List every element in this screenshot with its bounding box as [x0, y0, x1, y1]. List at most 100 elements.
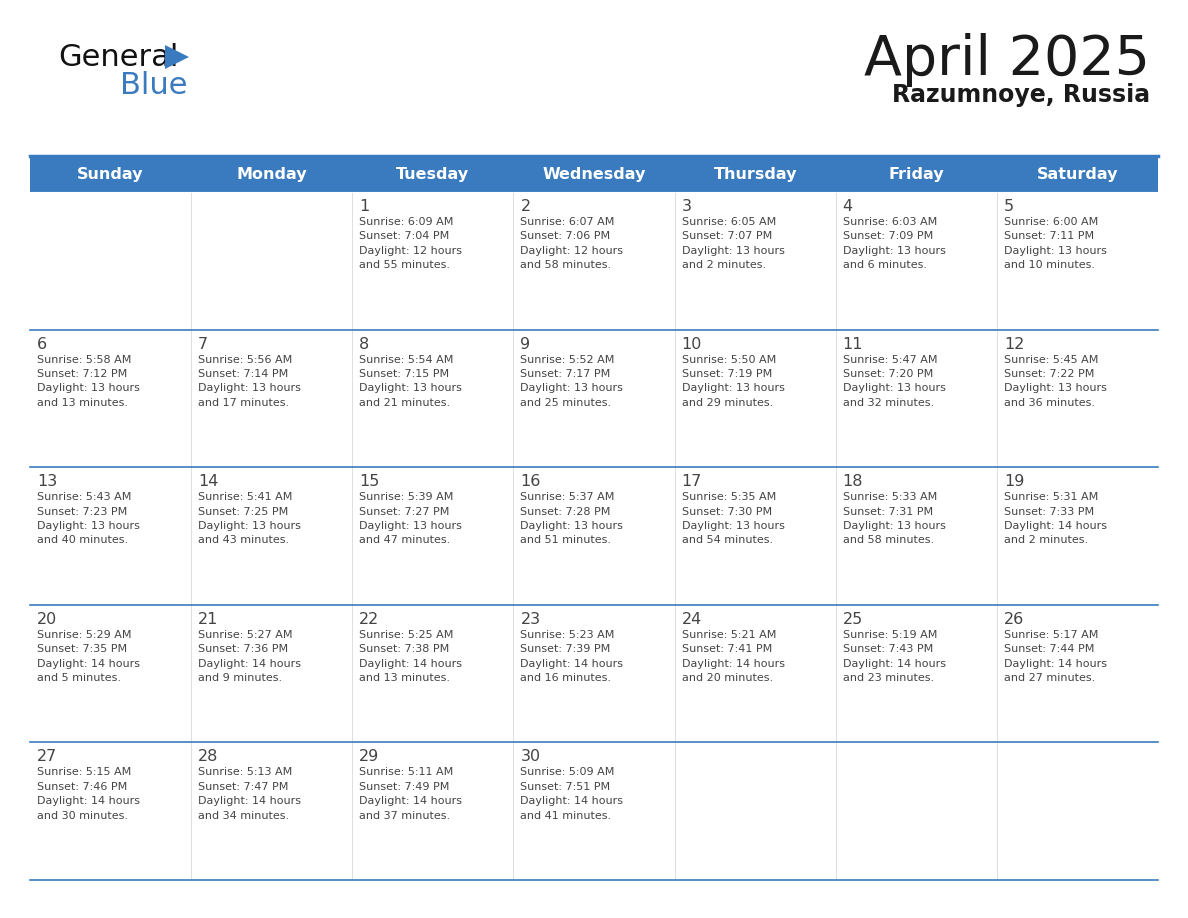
Text: Sunrise: 5:21 AM
Sunset: 7:41 PM
Daylight: 14 hours
and 20 minutes.: Sunrise: 5:21 AM Sunset: 7:41 PM Dayligh… [682, 630, 784, 683]
Text: 8: 8 [359, 337, 369, 352]
Text: 18: 18 [842, 475, 864, 489]
Text: Sunrise: 5:25 AM
Sunset: 7:38 PM
Daylight: 14 hours
and 13 minutes.: Sunrise: 5:25 AM Sunset: 7:38 PM Dayligh… [359, 630, 462, 683]
Text: 25: 25 [842, 611, 862, 627]
Bar [675, 330, 835, 467]
Text: 23: 23 [520, 611, 541, 627]
Bar [675, 743, 835, 880]
Text: Sunrise: 5:11 AM
Sunset: 7:49 PM
Daylight: 14 hours
and 37 minutes.: Sunrise: 5:11 AM Sunset: 7:49 PM Dayligh… [359, 767, 462, 821]
Bar [997, 156, 1158, 192]
Bar [191, 330, 353, 467]
Text: Tuesday: Tuesday [397, 166, 469, 182]
Text: Sunrise: 5:56 AM
Sunset: 7:14 PM
Daylight: 13 hours
and 17 minutes.: Sunrise: 5:56 AM Sunset: 7:14 PM Dayligh… [198, 354, 301, 408]
Bar [513, 156, 675, 192]
Bar [513, 467, 675, 605]
Bar [353, 192, 513, 330]
Text: Sunrise: 5:52 AM
Sunset: 7:17 PM
Daylight: 13 hours
and 25 minutes.: Sunrise: 5:52 AM Sunset: 7:17 PM Dayligh… [520, 354, 624, 408]
Text: 30: 30 [520, 749, 541, 765]
Bar [30, 330, 191, 467]
Text: 2: 2 [520, 199, 531, 214]
Text: Sunrise: 5:23 AM
Sunset: 7:39 PM
Daylight: 14 hours
and 16 minutes.: Sunrise: 5:23 AM Sunset: 7:39 PM Dayligh… [520, 630, 624, 683]
Text: 22: 22 [359, 611, 379, 627]
Text: Sunrise: 5:15 AM
Sunset: 7:46 PM
Daylight: 14 hours
and 30 minutes.: Sunrise: 5:15 AM Sunset: 7:46 PM Dayligh… [37, 767, 140, 821]
Bar [513, 605, 675, 743]
Text: Sunrise: 5:37 AM
Sunset: 7:28 PM
Daylight: 13 hours
and 51 minutes.: Sunrise: 5:37 AM Sunset: 7:28 PM Dayligh… [520, 492, 624, 545]
Text: General: General [58, 43, 178, 72]
Text: Monday: Monday [236, 166, 307, 182]
Text: 14: 14 [198, 475, 219, 489]
Text: Thursday: Thursday [713, 166, 797, 182]
Bar [30, 605, 191, 743]
Text: 1: 1 [359, 199, 369, 214]
Text: 5: 5 [1004, 199, 1015, 214]
Text: Sunrise: 5:43 AM
Sunset: 7:23 PM
Daylight: 13 hours
and 40 minutes.: Sunrise: 5:43 AM Sunset: 7:23 PM Dayligh… [37, 492, 140, 545]
Bar [835, 605, 997, 743]
Text: 6: 6 [37, 337, 48, 352]
Bar [513, 330, 675, 467]
Bar [835, 330, 997, 467]
Text: 4: 4 [842, 199, 853, 214]
Text: 28: 28 [198, 749, 219, 765]
Bar [191, 156, 353, 192]
Text: 9: 9 [520, 337, 531, 352]
Bar [835, 467, 997, 605]
Text: Sunrise: 6:07 AM
Sunset: 7:06 PM
Daylight: 12 hours
and 58 minutes.: Sunrise: 6:07 AM Sunset: 7:06 PM Dayligh… [520, 217, 624, 270]
Text: Sunrise: 5:17 AM
Sunset: 7:44 PM
Daylight: 14 hours
and 27 minutes.: Sunrise: 5:17 AM Sunset: 7:44 PM Dayligh… [1004, 630, 1107, 683]
Bar [997, 467, 1158, 605]
Text: 10: 10 [682, 337, 702, 352]
Bar [997, 605, 1158, 743]
Text: Friday: Friday [889, 166, 944, 182]
Text: Sunrise: 5:58 AM
Sunset: 7:12 PM
Daylight: 13 hours
and 13 minutes.: Sunrise: 5:58 AM Sunset: 7:12 PM Dayligh… [37, 354, 140, 408]
Bar [353, 743, 513, 880]
Bar [997, 330, 1158, 467]
Bar [191, 467, 353, 605]
Text: 26: 26 [1004, 611, 1024, 627]
Text: Sunrise: 5:19 AM
Sunset: 7:43 PM
Daylight: 14 hours
and 23 minutes.: Sunrise: 5:19 AM Sunset: 7:43 PM Dayligh… [842, 630, 946, 683]
Text: 20: 20 [37, 611, 57, 627]
Text: April 2025: April 2025 [864, 33, 1150, 87]
Text: 16: 16 [520, 475, 541, 489]
Bar [353, 156, 513, 192]
Bar [997, 192, 1158, 330]
Bar [30, 192, 191, 330]
Text: 3: 3 [682, 199, 691, 214]
Text: 24: 24 [682, 611, 702, 627]
Text: Sunrise: 5:33 AM
Sunset: 7:31 PM
Daylight: 13 hours
and 58 minutes.: Sunrise: 5:33 AM Sunset: 7:31 PM Dayligh… [842, 492, 946, 545]
Bar [30, 156, 191, 192]
Text: 27: 27 [37, 749, 57, 765]
Bar [675, 605, 835, 743]
Text: Sunrise: 5:31 AM
Sunset: 7:33 PM
Daylight: 14 hours
and 2 minutes.: Sunrise: 5:31 AM Sunset: 7:33 PM Dayligh… [1004, 492, 1107, 545]
Bar [675, 192, 835, 330]
Text: Sunrise: 5:41 AM
Sunset: 7:25 PM
Daylight: 13 hours
and 43 minutes.: Sunrise: 5:41 AM Sunset: 7:25 PM Dayligh… [198, 492, 301, 545]
Text: Sunrise: 5:27 AM
Sunset: 7:36 PM
Daylight: 14 hours
and 9 minutes.: Sunrise: 5:27 AM Sunset: 7:36 PM Dayligh… [198, 630, 301, 683]
Text: 13: 13 [37, 475, 57, 489]
Text: Saturday: Saturday [1037, 166, 1118, 182]
Text: 17: 17 [682, 475, 702, 489]
Bar [675, 156, 835, 192]
Text: 19: 19 [1004, 475, 1024, 489]
Text: Sunrise: 5:35 AM
Sunset: 7:30 PM
Daylight: 13 hours
and 54 minutes.: Sunrise: 5:35 AM Sunset: 7:30 PM Dayligh… [682, 492, 784, 545]
Text: Sunrise: 6:03 AM
Sunset: 7:09 PM
Daylight: 13 hours
and 6 minutes.: Sunrise: 6:03 AM Sunset: 7:09 PM Dayligh… [842, 217, 946, 270]
Text: 21: 21 [198, 611, 219, 627]
Text: Sunrise: 5:50 AM
Sunset: 7:19 PM
Daylight: 13 hours
and 29 minutes.: Sunrise: 5:50 AM Sunset: 7:19 PM Dayligh… [682, 354, 784, 408]
Bar [353, 467, 513, 605]
Bar [191, 743, 353, 880]
Bar [835, 743, 997, 880]
Bar [997, 743, 1158, 880]
Text: Sunrise: 5:39 AM
Sunset: 7:27 PM
Daylight: 13 hours
and 47 minutes.: Sunrise: 5:39 AM Sunset: 7:27 PM Dayligh… [359, 492, 462, 545]
Bar [675, 467, 835, 605]
Bar [835, 192, 997, 330]
Text: Wednesday: Wednesday [542, 166, 646, 182]
Bar [30, 743, 191, 880]
Text: Sunrise: 6:00 AM
Sunset: 7:11 PM
Daylight: 13 hours
and 10 minutes.: Sunrise: 6:00 AM Sunset: 7:11 PM Dayligh… [1004, 217, 1107, 270]
Bar [353, 605, 513, 743]
Text: 7: 7 [198, 337, 208, 352]
Text: Razumnoye, Russia: Razumnoye, Russia [892, 83, 1150, 107]
Text: Sunrise: 5:47 AM
Sunset: 7:20 PM
Daylight: 13 hours
and 32 minutes.: Sunrise: 5:47 AM Sunset: 7:20 PM Dayligh… [842, 354, 946, 408]
Text: Sunrise: 5:09 AM
Sunset: 7:51 PM
Daylight: 14 hours
and 41 minutes.: Sunrise: 5:09 AM Sunset: 7:51 PM Dayligh… [520, 767, 624, 821]
Text: 15: 15 [359, 475, 380, 489]
Bar [513, 192, 675, 330]
Text: 12: 12 [1004, 337, 1024, 352]
Text: Sunrise: 5:45 AM
Sunset: 7:22 PM
Daylight: 13 hours
and 36 minutes.: Sunrise: 5:45 AM Sunset: 7:22 PM Dayligh… [1004, 354, 1107, 408]
Text: Sunrise: 5:29 AM
Sunset: 7:35 PM
Daylight: 14 hours
and 5 minutes.: Sunrise: 5:29 AM Sunset: 7:35 PM Dayligh… [37, 630, 140, 683]
Bar [191, 605, 353, 743]
